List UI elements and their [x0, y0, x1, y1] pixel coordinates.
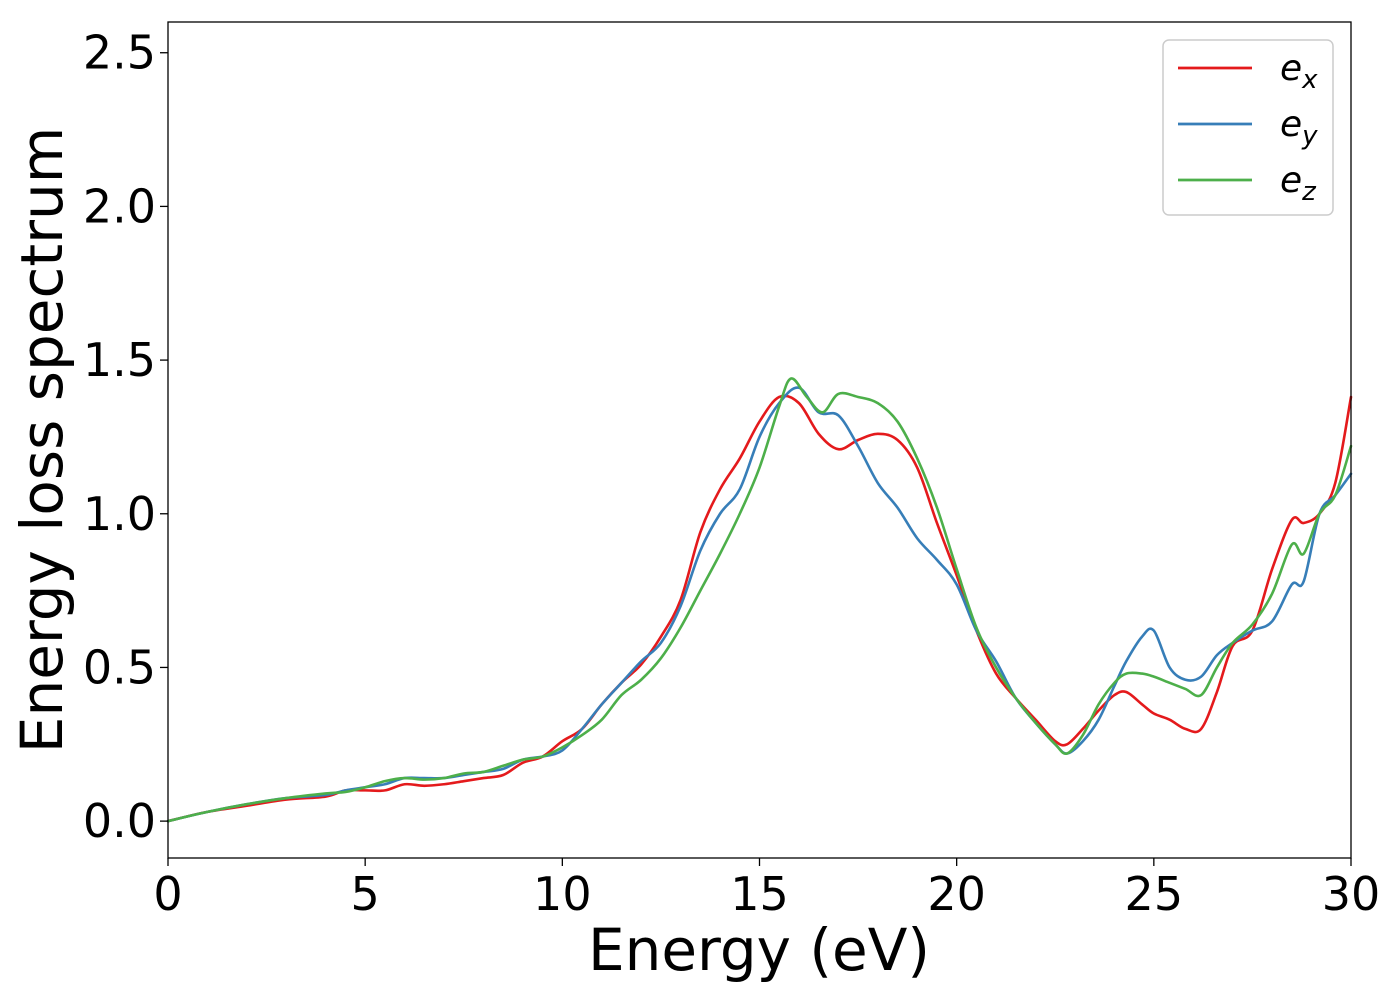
- x-tick-label: 25: [1125, 867, 1184, 921]
- y-tick-label: 0.5: [83, 640, 156, 694]
- x-tick-label: 20: [927, 867, 986, 921]
- x-tick-label: 5: [351, 867, 380, 921]
- x-axis-label: Energy (eV): [588, 916, 930, 984]
- y-axis: 0.0 0.5 1.0 1.5 2.0 2.5: [83, 26, 168, 848]
- legend-label-z: ez: [1280, 160, 1317, 207]
- legend: ex ey ez: [1162, 39, 1334, 216]
- x-tick-label: 30: [1322, 867, 1381, 921]
- y-tick-label: 2.0: [83, 179, 156, 233]
- x-tick-label: 10: [533, 867, 592, 921]
- y-tick-label: 1.5: [83, 333, 156, 387]
- x-tick-label: 0: [153, 867, 182, 921]
- y-tick-label: 0.0: [83, 794, 156, 848]
- legend-label-y: ey: [1280, 104, 1318, 151]
- series-line-x: [166, 394, 1353, 823]
- series-line-z: [166, 377, 1353, 823]
- legend-box: [1162, 39, 1334, 216]
- y-axis-label: Energy loss spectrum: [8, 127, 76, 753]
- x-axis: 0 5 10 15 20 25 30: [153, 858, 1380, 921]
- legend-label-x: ex: [1280, 48, 1318, 95]
- series-line-y: [166, 386, 1353, 823]
- y-tick-label: 2.5: [83, 26, 156, 80]
- y-tick-label: 1.0: [83, 487, 156, 541]
- plot-lines: [166, 377, 1353, 823]
- x-tick-label: 15: [730, 867, 789, 921]
